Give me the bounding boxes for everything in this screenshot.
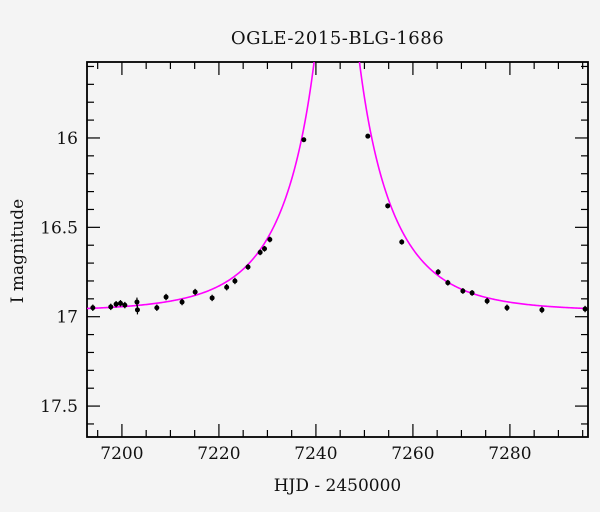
plot-frame xyxy=(86,61,589,438)
data-point xyxy=(232,278,238,284)
data-point xyxy=(108,304,114,310)
x-tick-label: 7260 xyxy=(391,444,434,464)
data-point xyxy=(163,294,169,300)
data-point xyxy=(365,133,371,139)
data-point xyxy=(154,305,160,311)
x-tick-labels: 7200 7220 7240 7260 7280 xyxy=(100,444,531,464)
data-point xyxy=(445,280,451,286)
data-point xyxy=(224,284,230,290)
axis-ticks xyxy=(87,62,588,437)
data-point xyxy=(267,236,273,242)
data-point xyxy=(399,239,405,245)
data-point xyxy=(90,305,96,311)
y-tick-label: 17.5 xyxy=(40,397,78,417)
y-tick-label: 16 xyxy=(56,129,78,149)
data-point xyxy=(504,305,510,311)
data-point xyxy=(582,306,588,312)
x-axis-label: HJD - 2450000 xyxy=(273,476,402,496)
data-point xyxy=(484,298,490,304)
y-tick-label: 17 xyxy=(56,308,78,328)
y-tick-label: 16.5 xyxy=(40,218,78,238)
chart-title: OGLE-2015-BLG-1686 xyxy=(230,28,445,49)
data-point xyxy=(179,299,185,305)
y-tick-labels: 16 16.5 17 17.5 xyxy=(40,129,78,417)
data-point xyxy=(469,290,475,296)
data-point xyxy=(134,307,140,313)
data-point xyxy=(435,269,441,275)
data-point xyxy=(385,203,391,209)
data-point xyxy=(192,289,198,295)
data-point xyxy=(245,264,251,270)
y-axis-label: I magnitude xyxy=(8,198,28,304)
x-tick-label: 7200 xyxy=(100,444,143,464)
x-tick-label: 7280 xyxy=(488,444,531,464)
x-tick-label: 7240 xyxy=(294,444,337,464)
data-point xyxy=(301,137,307,143)
data-points xyxy=(90,133,588,315)
data-point xyxy=(117,300,123,306)
data-point xyxy=(209,295,215,301)
data-point xyxy=(257,249,263,255)
x-tick-label: 7220 xyxy=(197,444,240,464)
data-point xyxy=(262,246,268,252)
data-point xyxy=(122,302,128,308)
model-curve xyxy=(87,62,588,310)
data-point xyxy=(460,288,466,294)
data-point xyxy=(134,299,140,305)
data-point xyxy=(539,307,545,313)
data-point xyxy=(113,301,119,307)
